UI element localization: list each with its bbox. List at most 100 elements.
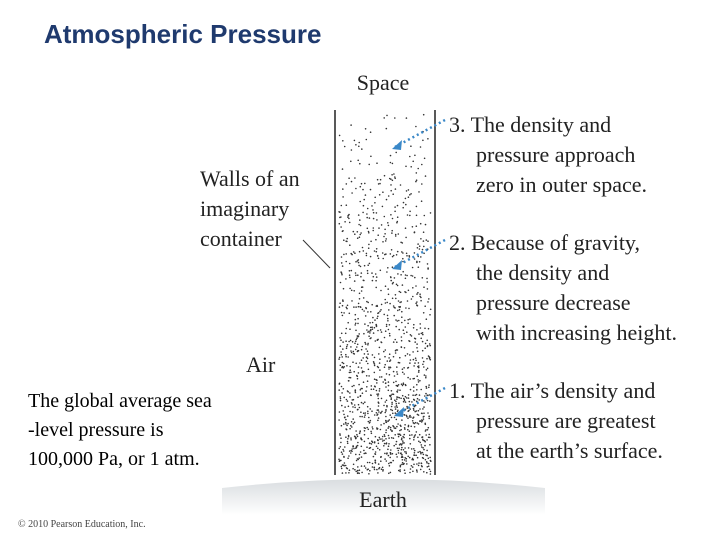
particle: [353, 384, 355, 387]
particle: [345, 423, 347, 425]
particle: [351, 385, 354, 388]
particle: [424, 327, 426, 330]
particle: [396, 447, 399, 450]
particle: [391, 162, 394, 165]
particle: [429, 470, 432, 473]
particle: [405, 452, 408, 455]
particle: [360, 232, 362, 234]
particle: [405, 236, 407, 239]
particle: [379, 310, 381, 313]
particle: [420, 332, 423, 335]
particle: [411, 226, 414, 228]
particle: [378, 449, 381, 451]
particle: [423, 439, 426, 442]
particle: [373, 468, 376, 471]
particle: [345, 183, 348, 185]
particle: [382, 469, 384, 471]
particle: [391, 229, 394, 232]
particle: [363, 370, 365, 373]
particle: [345, 278, 347, 280]
particle: [369, 419, 372, 422]
particle: [394, 206, 396, 208]
particle: [354, 177, 356, 179]
particle: [392, 381, 395, 384]
particle: [388, 419, 391, 421]
particle: [374, 459, 377, 462]
particle: [357, 259, 360, 261]
particle: [388, 368, 390, 370]
particle: [385, 238, 388, 240]
particle: [391, 174, 393, 176]
particle: [361, 308, 364, 311]
particle: [421, 163, 423, 166]
particle: [341, 356, 344, 358]
particle: [388, 332, 391, 335]
particle: [389, 414, 392, 416]
particle: [394, 117, 396, 119]
air-particles: [338, 113, 432, 475]
note-line: at the earth’s surface.: [476, 438, 663, 463]
particle: [372, 448, 374, 451]
particle: [392, 254, 395, 257]
particle: [397, 309, 399, 312]
particle: [364, 343, 367, 345]
particle: [407, 376, 409, 379]
particle: [375, 279, 377, 282]
particle: [409, 404, 411, 406]
particle: [350, 252, 353, 255]
particle: [342, 388, 345, 390]
particle: [400, 452, 402, 454]
particle: [346, 415, 349, 417]
particle: [366, 461, 369, 464]
particle: [350, 350, 352, 352]
particle: [363, 430, 366, 432]
particle: [416, 343, 418, 345]
particle: [359, 219, 361, 221]
particle: [423, 366, 425, 368]
particle: [364, 401, 366, 404]
particle: [396, 425, 398, 428]
particle: [338, 358, 340, 360]
particle: [364, 427, 367, 430]
particle: [413, 252, 416, 254]
particle: [359, 451, 362, 453]
particle: [364, 467, 367, 469]
particle: [423, 415, 425, 418]
particle: [392, 425, 395, 428]
particle: [362, 204, 365, 207]
particle: [399, 356, 401, 359]
particle: [349, 365, 352, 368]
particle: [360, 411, 362, 414]
particle: [358, 333, 361, 335]
particle: [359, 224, 362, 227]
particle: [424, 395, 426, 397]
particle: [357, 305, 360, 308]
particle: [350, 424, 352, 427]
particle: [385, 323, 388, 326]
particle: [423, 252, 425, 255]
note-line: 2. Because of gravity,: [449, 230, 640, 255]
particle: [402, 252, 404, 254]
particle: [357, 322, 359, 325]
particle: [362, 250, 365, 252]
particle: [388, 373, 391, 376]
particle: [349, 396, 351, 398]
particle: [425, 454, 427, 456]
particle: [363, 449, 365, 452]
particle: [359, 362, 361, 364]
particle: [378, 466, 381, 469]
particle: [421, 340, 424, 343]
particle: [383, 350, 385, 353]
particle: [401, 461, 404, 464]
particle: [396, 456, 398, 458]
particle: [348, 270, 351, 272]
particle: [338, 306, 341, 308]
particle: [425, 461, 428, 463]
particle: [420, 421, 423, 423]
particle: [405, 165, 407, 168]
particle: [358, 145, 360, 148]
particle: [394, 412, 397, 414]
particle: [398, 362, 401, 364]
particle: [350, 437, 352, 439]
particle: [339, 434, 341, 436]
